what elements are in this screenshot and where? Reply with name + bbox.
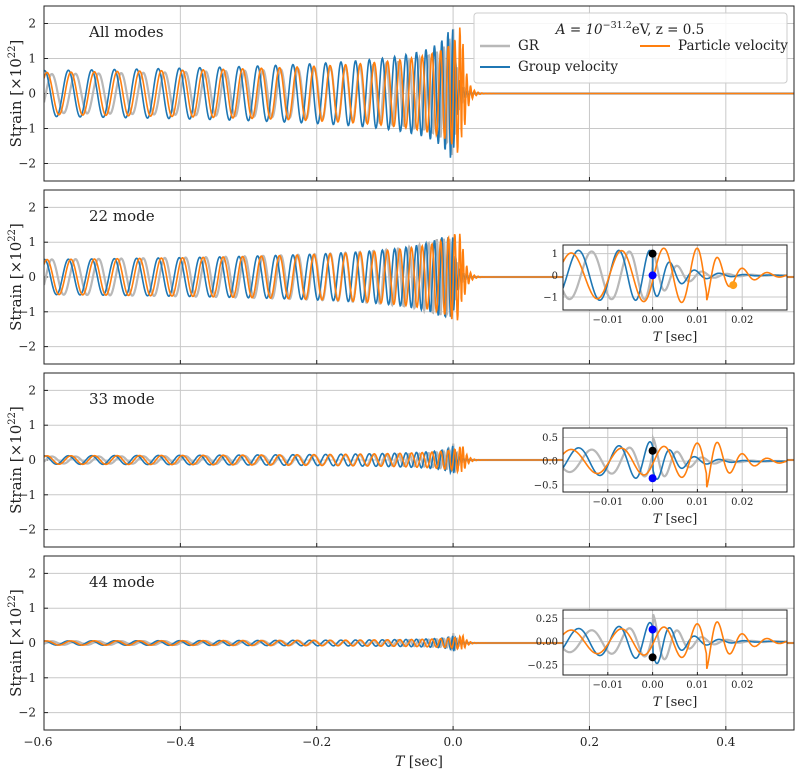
inset-4: −0.01 0.00 0.01 0.02 0.25 0.00 −0.25 T [sec] [527, 609, 788, 710]
inset-y-tick-label: 0.25 [536, 614, 558, 625]
inset-series-line [563, 441, 787, 488]
y-tick-label: −2 [18, 706, 36, 720]
legend-title: A = 10−31.2eV, z = 0.5 [554, 20, 704, 38]
axes-frame [43, 372, 795, 548]
y-tick-label: 1 [28, 418, 36, 432]
axes-frame [43, 5, 795, 182]
inset-marker-point [648, 446, 657, 455]
panel-title: 44 mode [89, 573, 155, 591]
inset-x-axis-label: T [sec] [653, 695, 698, 710]
inset-y-tick-label: 1 [552, 249, 558, 260]
y-tick-label: 0 [28, 270, 36, 284]
inset-y-tick-label: −0.25 [527, 660, 558, 671]
y-axis-label: Strain [×1022] [7, 589, 25, 697]
inset-x-tick-label: 0.02 [731, 497, 753, 508]
panel-title: 22 mode [89, 207, 155, 225]
axes-frame [43, 555, 795, 731]
y-tick-label: 2 [28, 566, 36, 580]
x-tick-label: −0.4 [166, 735, 196, 749]
inset-x-tick-label: 0.02 [731, 315, 753, 326]
x-axis-label: T [sec] [395, 754, 443, 770]
y-axis-label: Strain [×1022] [7, 223, 25, 331]
y-tick-label: 1 [28, 235, 36, 249]
legend-item-label: Group velocity [518, 59, 618, 75]
y-tick-label: 0 [28, 636, 36, 650]
inset-y-tick-label: 0 [552, 271, 558, 282]
y-tick-label: 2 [28, 383, 36, 397]
inset-3: −0.01 0.00 0.01 0.02 0.5 0.0 −0.5 T [sec] [534, 427, 788, 527]
inset-x-tick-label: 0.01 [686, 315, 708, 326]
y-axis-label: Strain [×1022] [7, 40, 25, 148]
inset-y-tick-label: −1 [543, 293, 558, 304]
legend: A = 10−31.2eV, z = 0.5 GR Group velocity Pa… [473, 12, 788, 84]
inset-frame [562, 609, 788, 676]
inset-x-tick-label: 0.00 [641, 315, 663, 326]
inset-y-tick-label: 0.00 [536, 637, 558, 648]
inset-x-tick-label: 0.01 [686, 497, 708, 508]
inset-x-tick-label: 0.00 [641, 497, 663, 508]
y-tick-label: 0 [28, 453, 36, 467]
y-tick-label: 2 [28, 200, 36, 214]
inset-y-tick-label: −0.5 [534, 480, 558, 491]
y-tick-label: −2 [18, 340, 36, 354]
legend-item-label: Particle velocity [678, 38, 788, 54]
y-axis-label: Strain [×1022] [7, 406, 25, 514]
inset-x-tick-label: 0.01 [686, 680, 708, 691]
inset-series-line [563, 247, 787, 304]
inset-x-tick-label: 0.00 [641, 680, 663, 691]
inset-y-tick-label: 0.0 [542, 457, 558, 468]
inset-marker-point [648, 474, 657, 483]
inset-x-tick-label: 0.02 [731, 680, 753, 691]
inset-y-tick-label: 0.5 [542, 433, 558, 444]
inset-x-tick-label: −0.01 [592, 497, 623, 508]
inset-marker-point [648, 653, 657, 662]
x-tick-label: −0.6 [23, 735, 52, 749]
inset-marker-point [648, 271, 657, 280]
inset-marker-point [648, 625, 657, 634]
panel-2: −2 −1 0 1 2 22 mode Strain [×1022] [7, 189, 795, 365]
inset-series-line [563, 621, 787, 669]
panel-title: 33 mode [89, 390, 155, 408]
x-tick-label: −0.2 [302, 735, 331, 749]
legend-box [473, 12, 788, 84]
inset-x-tick-label: −0.01 [592, 680, 623, 691]
y-tick-label: 1 [28, 52, 36, 66]
x-tick-label: 0.4 [716, 735, 735, 749]
inset-x-axis-label: T [sec] [653, 512, 698, 527]
y-tick-label: −1 [18, 122, 36, 136]
inset-marker-point [729, 281, 738, 290]
inset-x-axis-label: T [sec] [653, 330, 698, 345]
y-tick-label: −2 [18, 523, 36, 537]
inset-background [563, 245, 787, 310]
y-tick-label: −2 [18, 157, 36, 171]
y-tick-label: −1 [18, 488, 36, 502]
series-line-particle-velocity [44, 27, 794, 153]
legend-item-label: GR [518, 38, 540, 54]
y-tick-label: 2 [28, 17, 36, 31]
inset-2: −0.01 0.00 0.01 0.02 1 0 −1 T [sec] [543, 244, 788, 345]
y-tick-label: −1 [18, 305, 36, 319]
x-tick-label: 0.0 [444, 735, 463, 749]
y-tick-label: −1 [18, 671, 36, 685]
inset-x-tick-label: −0.01 [592, 315, 623, 326]
y-tick-label: 1 [28, 601, 36, 615]
inset-frame [562, 427, 788, 493]
inset-marker-point [648, 249, 657, 258]
x-tick-label: 0.2 [580, 735, 599, 749]
inset-frame [562, 244, 788, 311]
panel-title: All modes [88, 23, 164, 41]
y-tick-label: 0 [28, 87, 36, 101]
axes-frame [43, 189, 795, 365]
